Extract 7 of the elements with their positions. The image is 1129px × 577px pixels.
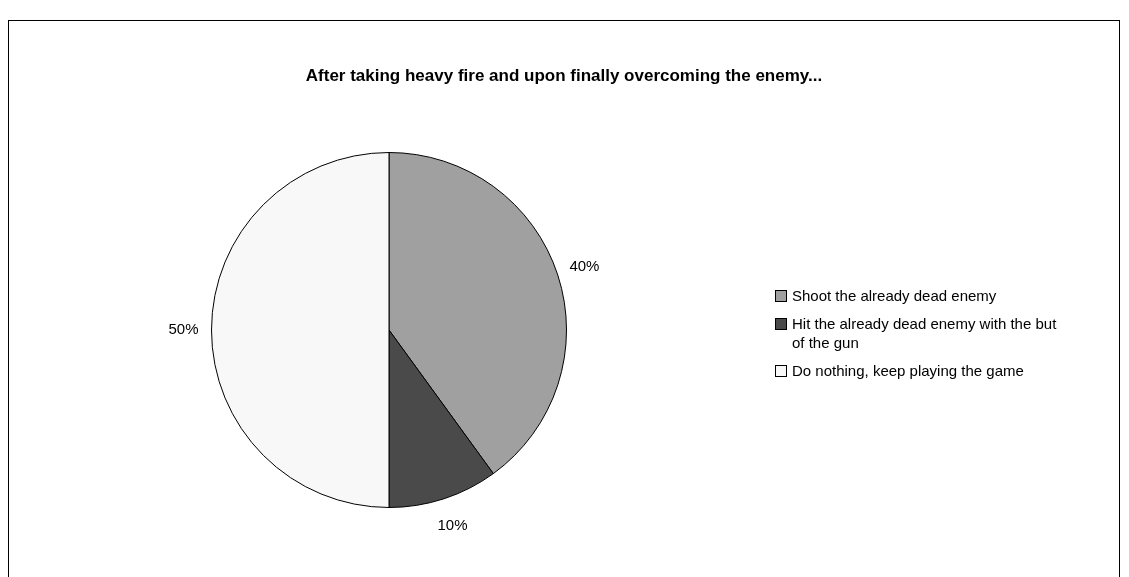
chart-title: After taking heavy fire and upon finally overcoming the enemy... <box>304 66 824 86</box>
legend-label: Shoot the already dead enemy <box>792 286 997 305</box>
data-label: 40% <box>569 256 600 274</box>
legend-label: Hit the already dead enemy with the but of the gun <box>792 314 1058 352</box>
data-label: 50% <box>168 320 199 338</box>
data-label: 10% <box>437 515 468 533</box>
legend-label: Do nothing, keep playing the game <box>792 361 1024 380</box>
